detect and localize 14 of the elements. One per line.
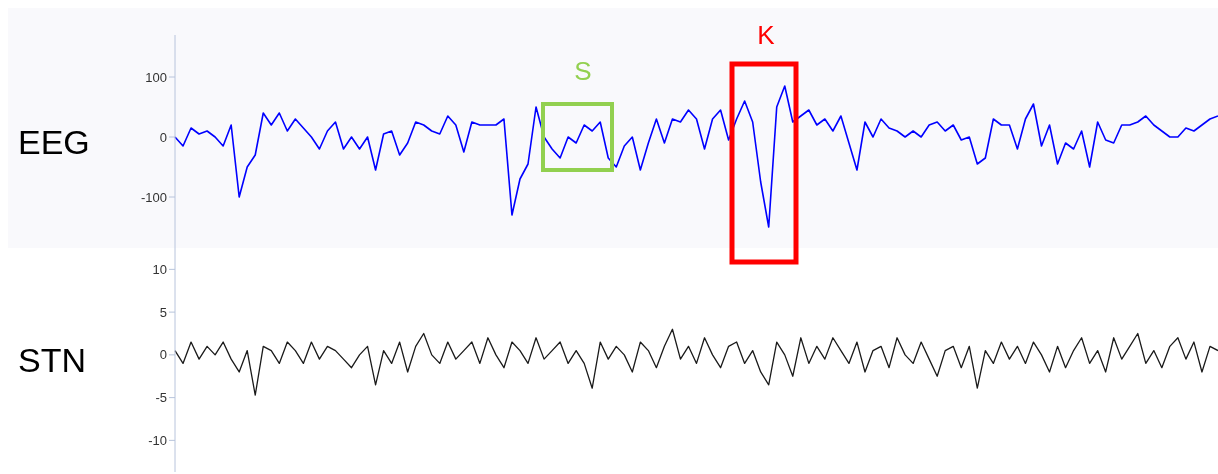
y-tick-label: 10 bbox=[152, 261, 167, 277]
y-tick-label: 0 bbox=[159, 129, 167, 145]
line-series bbox=[174, 328, 1218, 396]
y-axis-title: EEG bbox=[18, 122, 90, 161]
annotation: K bbox=[757, 20, 776, 50]
annotation: S bbox=[574, 56, 592, 86]
line-series bbox=[174, 85, 1218, 228]
y-tick-label: -10 bbox=[148, 432, 167, 448]
y-tick-label: -100 bbox=[140, 189, 167, 205]
y-tick-label: 5 bbox=[159, 304, 167, 320]
y-axis-title: STN bbox=[18, 341, 86, 380]
y-tick-label: 100 bbox=[145, 69, 167, 85]
y-tick-label: -5 bbox=[155, 390, 167, 406]
y-tick-label: 0 bbox=[159, 347, 167, 363]
